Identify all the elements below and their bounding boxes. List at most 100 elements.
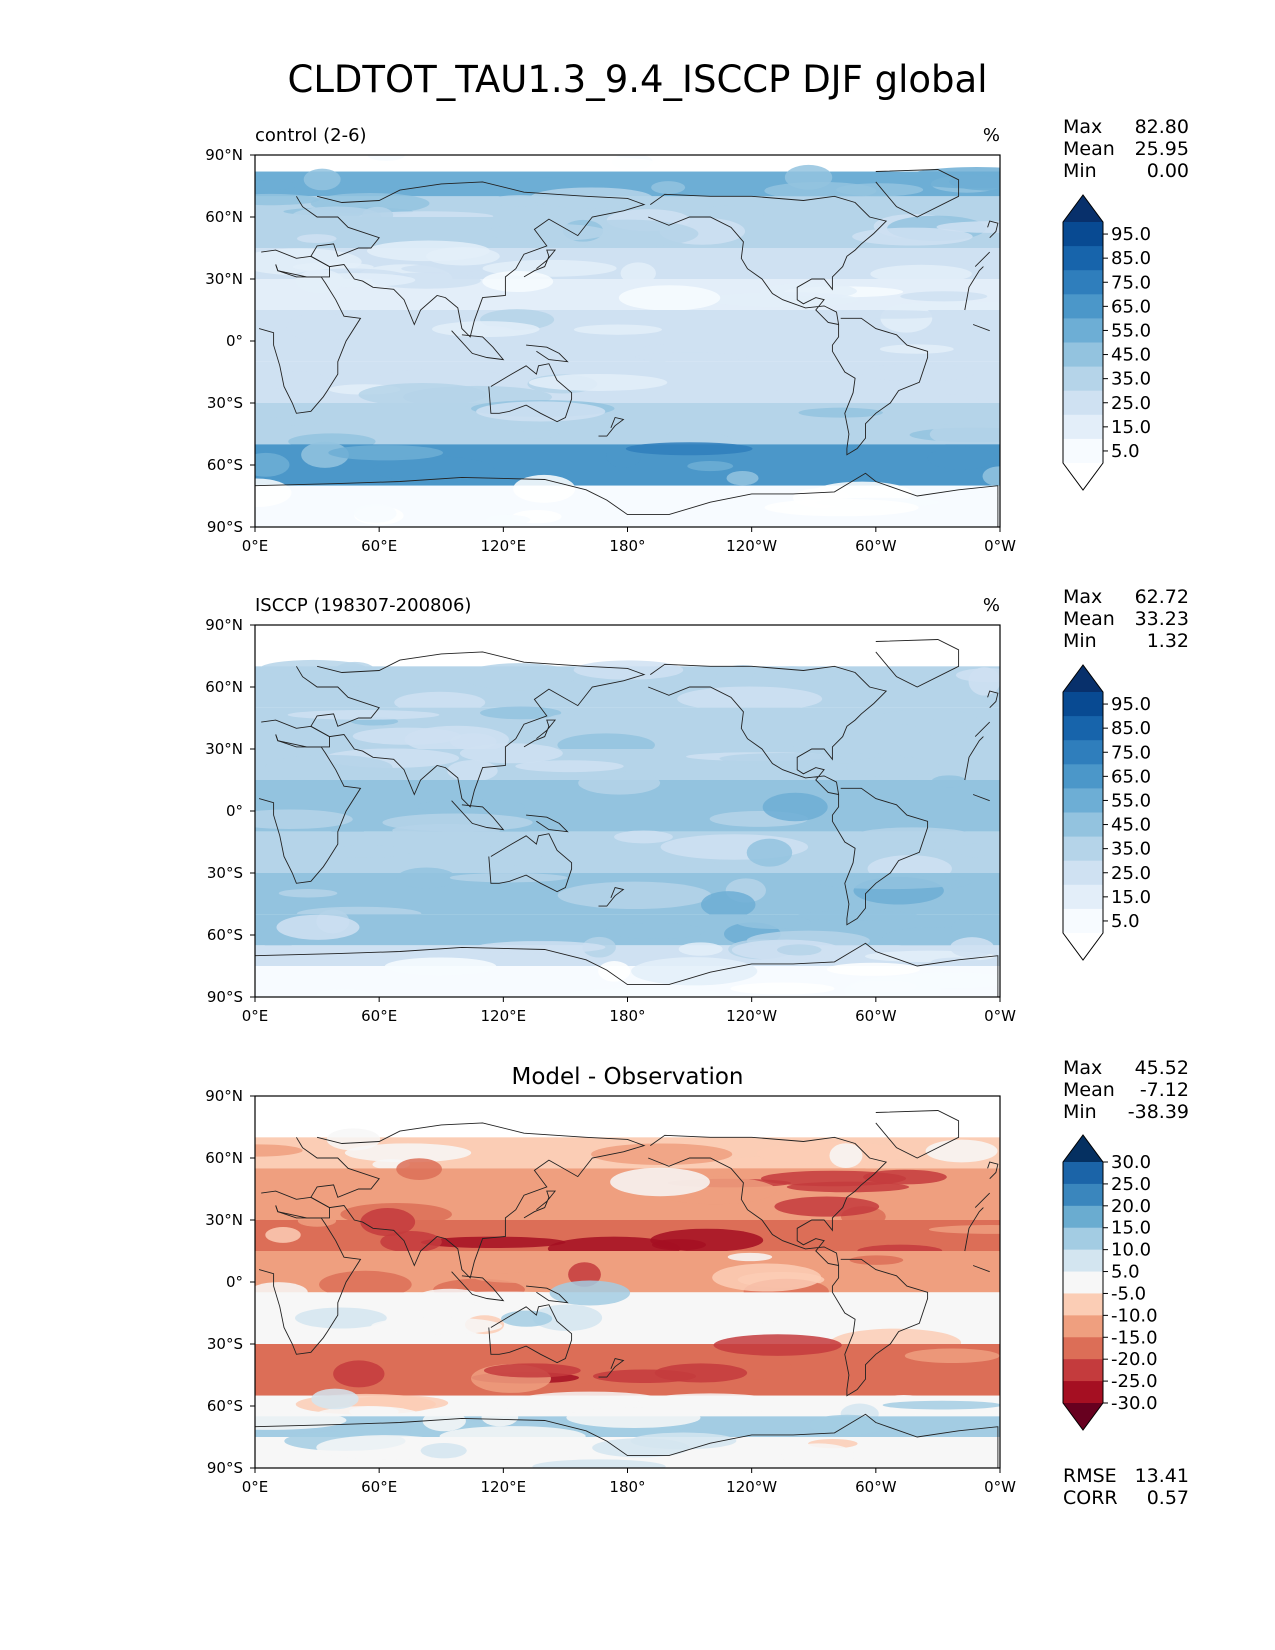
field-patch bbox=[462, 663, 576, 691]
coastline bbox=[875, 169, 960, 218]
coastline bbox=[987, 690, 999, 709]
lat-tick-label: 90°N bbox=[205, 616, 243, 634]
field-patch bbox=[931, 957, 981, 966]
colorbar-min-extend bbox=[1063, 1403, 1103, 1430]
colorbar-tick-label: -20.0 bbox=[1111, 1349, 1158, 1370]
field-patch bbox=[373, 456, 495, 483]
field-patch bbox=[425, 247, 500, 266]
lon-tick-label: 120°W bbox=[726, 537, 777, 555]
stat-name: Min bbox=[1063, 630, 1097, 652]
colorbar-segment bbox=[1063, 318, 1103, 343]
lat-tick-label: 30°S bbox=[207, 864, 243, 882]
field-patch bbox=[677, 686, 823, 712]
field-patch bbox=[255, 452, 290, 477]
colorbar-segment bbox=[1063, 836, 1103, 862]
field-patch bbox=[358, 383, 487, 407]
lat-tick-label: 60°N bbox=[205, 208, 243, 226]
field-patch bbox=[826, 962, 921, 976]
lon-tick-label: 60°W bbox=[855, 1478, 897, 1496]
field-patch bbox=[332, 661, 378, 687]
field-patch bbox=[265, 1227, 301, 1243]
field-patch bbox=[701, 891, 756, 919]
coastline bbox=[488, 363, 573, 423]
stat-value: 0.00 bbox=[1147, 160, 1189, 182]
field-patch bbox=[568, 987, 721, 997]
field-patch bbox=[882, 1400, 1000, 1410]
field-patch bbox=[511, 156, 661, 173]
colorbar-segment bbox=[1063, 1249, 1103, 1273]
field-patch bbox=[654, 1363, 748, 1383]
field-patch bbox=[483, 1363, 581, 1378]
coastline bbox=[523, 249, 557, 278]
field-patch bbox=[447, 760, 498, 782]
field-patch bbox=[774, 1196, 880, 1217]
coastline bbox=[258, 1205, 990, 1355]
field-patch bbox=[420, 1236, 566, 1249]
colorbar-tick-label: 35.0 bbox=[1111, 839, 1151, 860]
coastline bbox=[831, 1258, 929, 1397]
colorbar-tick-label: 85.0 bbox=[1111, 718, 1151, 739]
field-band bbox=[255, 403, 1000, 445]
lon-tick-label: 180° bbox=[609, 1007, 645, 1025]
colorbar-tick-label: -15.0 bbox=[1111, 1327, 1158, 1348]
lon-tick-label: 60°W bbox=[855, 1007, 897, 1025]
lat-tick-label: 30°N bbox=[205, 740, 243, 758]
field-patch bbox=[515, 760, 624, 773]
colorbar-tick-label: 65.0 bbox=[1111, 766, 1151, 787]
colorbar-tick-label: 20.0 bbox=[1111, 1196, 1151, 1217]
colorbar-tick-label: 15.0 bbox=[1111, 417, 1151, 438]
lat-tick-label: 90°N bbox=[205, 146, 243, 164]
field-patch bbox=[344, 1143, 472, 1163]
colorbar-segment bbox=[1063, 908, 1103, 934]
colorbar-tick-label: 45.0 bbox=[1111, 345, 1151, 366]
colorbar-tick-label: 55.0 bbox=[1111, 320, 1151, 341]
field-patch bbox=[278, 889, 338, 898]
lat-tick-label: 90°S bbox=[207, 518, 243, 536]
field-patch bbox=[276, 914, 360, 940]
field-patch bbox=[459, 743, 563, 764]
field-patch bbox=[517, 430, 560, 439]
coastline bbox=[875, 639, 960, 688]
field-patch bbox=[328, 445, 444, 461]
colorbar-outline bbox=[1062, 664, 1104, 961]
field-patch bbox=[651, 181, 686, 194]
field-patch bbox=[396, 1158, 442, 1180]
field-patch bbox=[566, 1407, 701, 1429]
field-patch bbox=[685, 860, 720, 875]
field-patch bbox=[265, 371, 329, 391]
coastline bbox=[451, 800, 505, 831]
coastline bbox=[648, 663, 888, 796]
lon-tick-label: 180° bbox=[609, 537, 645, 555]
lat-tick-label: 60°S bbox=[207, 456, 243, 474]
field-patch bbox=[382, 813, 533, 832]
colorbar-max-extend bbox=[1063, 195, 1103, 222]
colorbar-segment bbox=[1063, 366, 1103, 392]
footer-stat-value: 13.41 bbox=[1135, 1465, 1189, 1487]
lon-tick-label: 120°W bbox=[726, 1007, 777, 1025]
coastline bbox=[526, 1285, 569, 1304]
field-patch bbox=[949, 172, 1000, 191]
field-patch bbox=[591, 1143, 733, 1165]
footer-stat-value: 0.57 bbox=[1147, 1487, 1189, 1509]
field-patch bbox=[294, 1307, 387, 1329]
field-patch bbox=[614, 830, 673, 844]
colorbar-max-extend bbox=[1063, 1135, 1103, 1162]
field-patch bbox=[868, 155, 959, 170]
field-patch bbox=[931, 775, 967, 788]
lon-tick-label: 60°E bbox=[361, 537, 397, 555]
field-patch bbox=[557, 881, 712, 910]
field-patch bbox=[475, 941, 606, 954]
field-patch bbox=[371, 1317, 503, 1335]
panel-units-label: % bbox=[983, 125, 1000, 146]
field-patch bbox=[746, 838, 793, 867]
lon-tick-label: 120°E bbox=[481, 537, 527, 555]
lat-tick-label: 90°S bbox=[207, 988, 243, 1006]
field-patch bbox=[255, 1144, 303, 1157]
field-patch bbox=[311, 1388, 359, 1410]
panel-left-label: ISCCP (198307-200806) bbox=[255, 595, 471, 616]
colorbar-segment bbox=[1063, 390, 1103, 416]
colorbar-segment bbox=[1063, 294, 1103, 319]
field-patch bbox=[295, 269, 345, 294]
stat-value: 45.52 bbox=[1135, 1057, 1189, 1079]
field-patch bbox=[958, 843, 991, 858]
